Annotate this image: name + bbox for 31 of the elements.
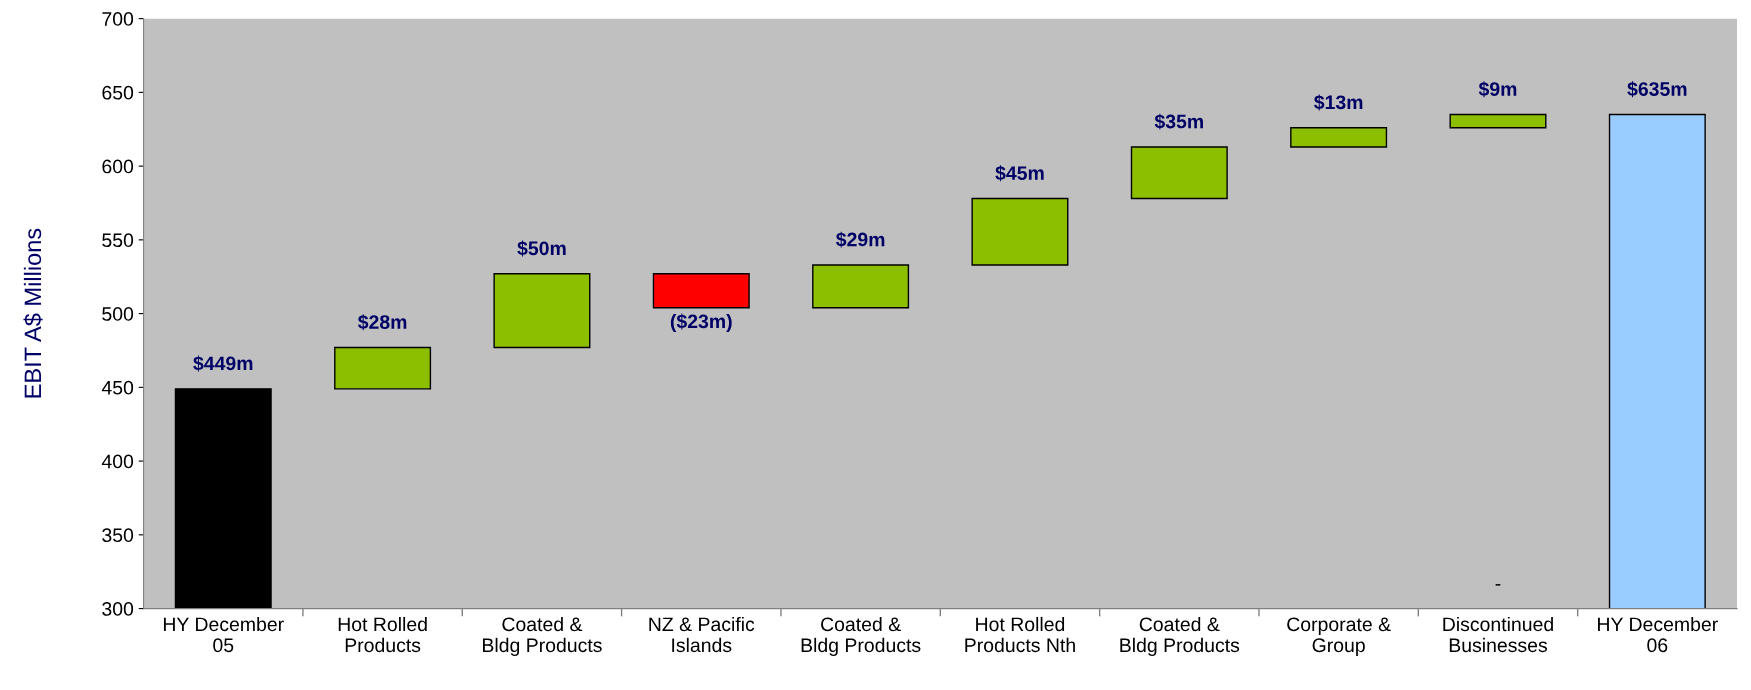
x-tick-label: Coated & Bldg Products	[801, 616, 921, 656]
data-label: $35m	[1154, 113, 1203, 130]
x-tick-label: NZ & Pacific Islands	[649, 616, 755, 653]
data-label: $45m	[995, 165, 1044, 182]
annotation: -	[1495, 584, 1501, 586]
data-label: $13m	[1314, 94, 1363, 111]
data-label: $29m	[836, 231, 885, 248]
data-label: $28m	[357, 314, 407, 331]
y-tick-label: 450	[101, 380, 134, 395]
y-tick-label: 300	[102, 602, 134, 616]
x-tick-label: HY December 05	[163, 616, 284, 653]
y-tick-label: 350	[102, 528, 134, 543]
y-tick-label: 650	[102, 85, 134, 100]
x-tick-label: Coated & Bldg Products	[483, 616, 602, 656]
y-tick-label: 700	[102, 12, 134, 26]
x-tick-label: Discontinued Businesses	[1443, 616, 1553, 653]
x-tick-label: Hot Rolled Products	[338, 616, 427, 653]
data-label: $449m	[193, 355, 253, 372]
data-label: ($23m)	[670, 313, 732, 333]
y-tick-label: 550	[102, 233, 134, 248]
y-axis-title: EBIT A$ Millions	[23, 228, 43, 398]
y-tick-label: 400	[101, 454, 134, 469]
x-tick-label: Coated & Bldg Products	[1120, 616, 1240, 656]
x-tick-label: Corporate & Group	[1287, 617, 1391, 656]
x-tick-label: Hot Rolled Products Nth	[965, 616, 1075, 653]
data-label: $635m	[1627, 81, 1687, 98]
data-label: $50m	[517, 240, 566, 257]
data-label: $9m	[1478, 81, 1517, 98]
x-tick-label: HY December 06	[1598, 616, 1718, 653]
y-tick-label: 500	[102, 307, 134, 321]
y-tick-label: 600	[102, 159, 134, 174]
